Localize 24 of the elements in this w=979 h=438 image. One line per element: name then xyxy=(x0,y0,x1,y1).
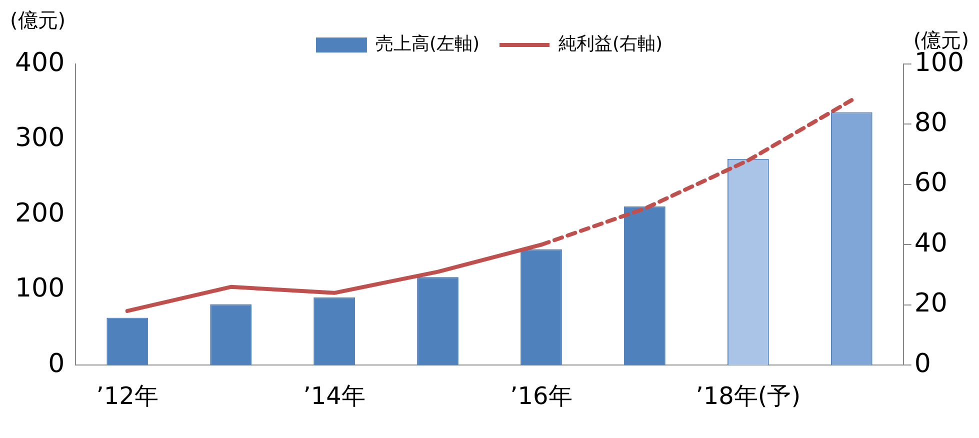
legend-label: 純利益(右軸) xyxy=(558,34,663,55)
y2-tick-label: 80 xyxy=(914,108,948,138)
bar xyxy=(210,304,252,366)
y2-axis-title: (億元) xyxy=(913,28,969,52)
y-tick-label: 400 xyxy=(14,48,65,78)
y2-tick-label: 0 xyxy=(914,348,931,379)
y-tick-label: 100 xyxy=(14,274,65,304)
x-tick-label: ’14年 xyxy=(303,382,366,410)
legend-label: 売上高(左軸) xyxy=(375,34,480,55)
bar xyxy=(624,206,666,366)
y2-tick-label: 20 xyxy=(914,288,948,319)
y-tick-label: 200 xyxy=(14,198,65,228)
bar xyxy=(417,277,458,366)
x-tick-label: ’16年 xyxy=(510,382,572,410)
x-tick-label: ’18年(予) xyxy=(696,382,801,410)
y-axis-title: (億元) xyxy=(10,8,66,32)
y-tick-label: 0 xyxy=(48,348,65,379)
bar xyxy=(314,297,355,366)
bar xyxy=(520,249,562,366)
y-tick-label: 300 xyxy=(14,123,65,154)
x-tick-label: ’12年 xyxy=(96,382,158,410)
y2-tick-label: 60 xyxy=(914,168,948,198)
y2-tick-label: 40 xyxy=(914,228,948,258)
bar xyxy=(106,318,148,366)
